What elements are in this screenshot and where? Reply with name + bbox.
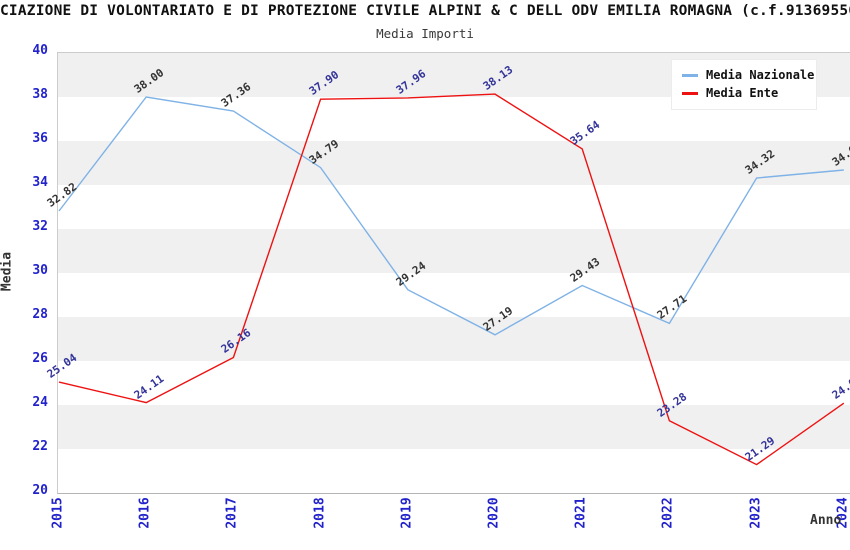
y-tick-label: 20 [32,483,48,498]
x-tick-label: 2020 [486,497,502,529]
legend: Media Nazionale Media Ente [671,59,817,110]
y-tick-label: 32 [32,219,48,234]
legend-item-nazionale: Media Nazionale [680,66,814,84]
grid-band [58,273,850,317]
x-tick-label: 2016 [137,497,153,529]
y-tick-label: 22 [32,439,48,454]
chart-subtitle: Media Importi [376,26,474,41]
x-tick-label: 2015 [50,497,66,529]
x-tick-label: 2018 [312,497,328,529]
line-media-ente [58,93,845,466]
x-tick-label: 2017 [224,497,240,529]
x-tick-label: 2022 [660,497,676,529]
y-tick-label: 38 [32,87,48,102]
grid-band [58,185,850,229]
grid-band [58,317,850,361]
grid-band [58,229,850,273]
grid-band [58,449,850,493]
y-tick-label: 34 [32,175,48,190]
x-tick-label: 2021 [573,497,589,529]
grid-band [58,361,850,405]
grid-band [58,141,850,185]
y-axis-title: Media [0,251,15,292]
y-tick-label: 40 [32,43,48,58]
x-axis-title: Anno [810,513,842,528]
legend-label-ente: Media Ente [706,86,779,100]
grid-band [58,405,850,449]
nazionale-line-swatch [682,73,698,77]
x-tick-label: 2019 [399,497,415,529]
legend-label-nazionale: Media Nazionale [706,68,815,82]
line-media-nazionale [58,96,844,336]
legend-item-ente: Media Ente [680,84,808,102]
plot-area: 32.82 38.00 37.36 34.79 29.24 27.19 29.43 27.71… [45,52,850,494]
y-tick-label: 30 [32,263,48,278]
y-tick-label: 28 [32,307,48,322]
y-tick-label: 26 [32,351,48,366]
x-tick-label: 2023 [748,497,764,529]
chart-title: CIAZIONE DI VOLONTARIATO E DI PROTEZIONE… [0,3,850,19]
y-tick-label: 36 [32,131,48,146]
series-lines [58,93,845,466]
ente-line-swatch [682,91,698,95]
y-tick-label: 24 [32,395,48,410]
